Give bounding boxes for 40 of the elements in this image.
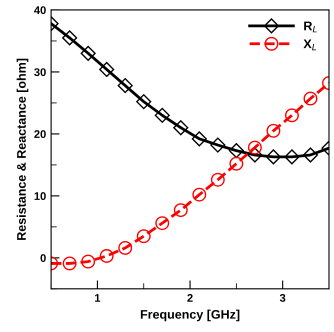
x-tick-label: 2 (187, 294, 193, 302)
point (302, 147, 318, 163)
x-tick-label: 3 (280, 294, 286, 302)
point (266, 149, 281, 164)
point (62, 256, 77, 270)
point (192, 131, 207, 146)
x-tick-label: 1 (95, 294, 100, 302)
point (80, 46, 96, 61)
point (229, 156, 244, 171)
legend-label: X$_{L}$ (303, 40, 316, 50)
point (62, 30, 78, 46)
y-tick-label: 20 (34, 130, 46, 138)
point (136, 94, 152, 110)
point (192, 188, 206, 202)
point (173, 120, 188, 136)
point (210, 137, 226, 153)
point (100, 249, 114, 263)
y-tick-label: 30 (34, 68, 46, 76)
point (136, 229, 151, 244)
legend-label: R$_{L}$ (304, 22, 317, 32)
point (247, 147, 262, 163)
point (99, 62, 114, 78)
y-tick-label: 10 (34, 192, 46, 200)
point (210, 172, 225, 187)
point (304, 92, 318, 106)
x-axis-title: Frequency [GHz] (140, 310, 240, 322)
point (118, 78, 133, 94)
point (228, 143, 244, 158)
point (81, 254, 96, 269)
point (154, 108, 170, 123)
point (174, 203, 188, 218)
point (284, 108, 299, 122)
y-axis-title: Resistance & Reactance [ohm] (16, 58, 28, 240)
y-tick-label: 40 (34, 6, 46, 14)
point (266, 124, 280, 138)
point (155, 216, 170, 230)
point (284, 149, 300, 164)
y-tick-label: 0 (40, 254, 46, 262)
point (248, 140, 262, 154)
point (118, 240, 132, 255)
